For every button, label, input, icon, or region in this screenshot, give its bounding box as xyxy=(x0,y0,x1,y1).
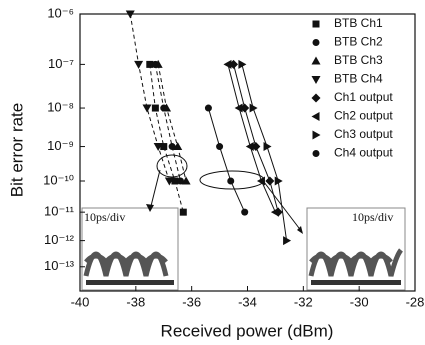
legend-marker xyxy=(312,76,321,84)
legend-marker xyxy=(312,94,321,103)
x-tick-label: -36 xyxy=(182,294,201,309)
y-tick-label: 10⁻⁹ xyxy=(47,138,74,153)
marker xyxy=(283,236,291,245)
legend-marker xyxy=(312,112,320,121)
y-tick-label: 10⁻¹⁰ xyxy=(43,172,74,187)
marker xyxy=(250,104,258,113)
legend-marker xyxy=(313,39,320,46)
x-tick-label: -40 xyxy=(71,294,90,309)
marker xyxy=(271,208,279,217)
series-line xyxy=(158,64,186,181)
legend-marker xyxy=(313,131,321,140)
chart: Received power (dBm) Bit error rate 10ps… xyxy=(0,0,425,345)
x-tick-label: -34 xyxy=(238,294,257,309)
eye-baseline xyxy=(86,280,174,285)
legend-marker xyxy=(313,21,320,28)
inset-label: 10ps/div xyxy=(352,210,393,224)
legend-marker xyxy=(312,57,321,65)
legend-label: Ch4 output xyxy=(334,146,393,160)
legend-label: Ch1 output xyxy=(334,90,393,104)
y-axis-title: Bit error rate xyxy=(7,103,26,197)
marker xyxy=(216,143,223,150)
marker xyxy=(265,176,274,185)
marker xyxy=(205,105,212,112)
series-line xyxy=(155,64,180,181)
legend-label: BTB Ch4 xyxy=(334,72,383,86)
marker xyxy=(241,209,248,216)
x-tick-label: -38 xyxy=(126,294,145,309)
y-tick-label: 10⁻¹² xyxy=(44,232,75,247)
marker xyxy=(227,177,234,184)
marker xyxy=(152,105,159,112)
legend-label: BTB Ch1 xyxy=(334,16,383,30)
legend-marker xyxy=(313,150,320,157)
marker xyxy=(143,105,152,113)
x-tick-label: -32 xyxy=(294,294,313,309)
y-tick-label: 10⁻⁷ xyxy=(48,56,74,71)
series-line xyxy=(130,14,169,181)
legend-label: Ch2 output xyxy=(334,109,393,123)
series-line xyxy=(234,64,279,212)
x-tick-label: -28 xyxy=(406,294,425,309)
y-tick-label: 10⁻¹³ xyxy=(44,258,75,273)
series-line xyxy=(208,108,244,212)
legend-label: Ch3 output xyxy=(334,127,393,141)
eye-baseline xyxy=(311,280,401,285)
legend-label: BTB Ch2 xyxy=(334,35,383,49)
marker xyxy=(134,61,143,69)
x-tick-label: -30 xyxy=(350,294,369,309)
inset-label: 10ps/div xyxy=(84,210,125,224)
marker xyxy=(180,209,187,216)
x-axis-title: Received power (dBm) xyxy=(161,321,334,340)
marker xyxy=(223,60,231,69)
y-tick-label: 10⁻⁶ xyxy=(47,5,74,20)
y-tick-label: 10⁻¹¹ xyxy=(44,204,75,219)
y-tick-label: 10⁻⁸ xyxy=(47,99,74,114)
legend-label: BTB Ch3 xyxy=(334,53,383,67)
